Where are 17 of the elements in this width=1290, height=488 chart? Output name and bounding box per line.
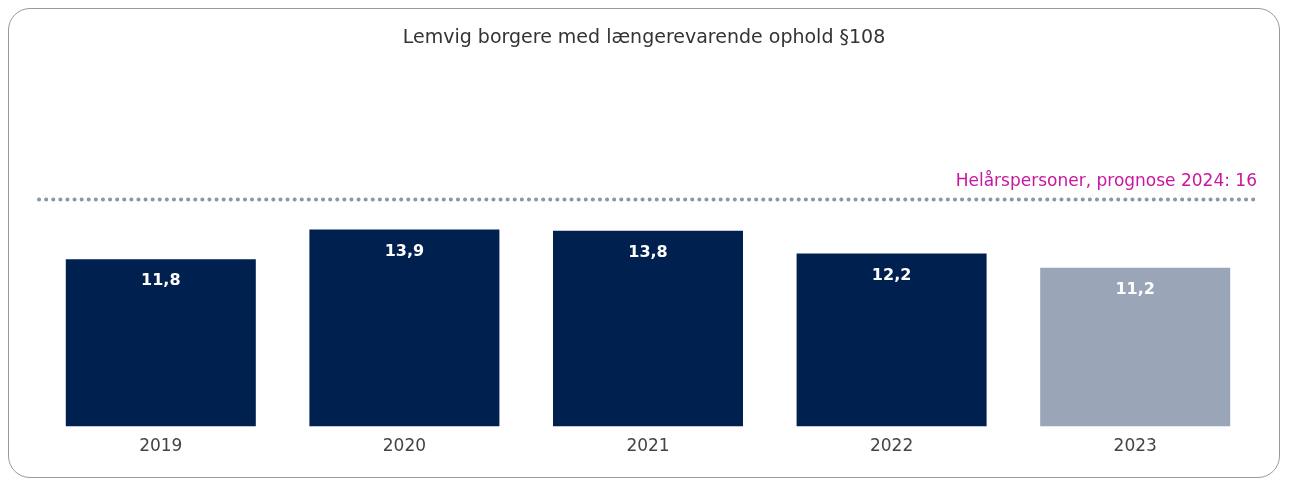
data-label: 11,8 <box>141 270 181 290</box>
ref-line-label: Helårspersoner, prognose 2024: 16 <box>955 169 1257 190</box>
x-tick-label: 2023 <box>1113 435 1157 456</box>
x-tick-label: 2022 <box>869 435 914 456</box>
x-tick-label: 2020 <box>382 435 427 456</box>
bar <box>309 229 500 427</box>
data-label: 11,2 <box>1115 278 1155 298</box>
data-label: 12,2 <box>871 264 912 284</box>
bar <box>65 259 256 427</box>
bar <box>796 253 987 427</box>
bar <box>553 230 743 427</box>
x-tick-label: 2021 <box>626 435 670 456</box>
data-label: 13,9 <box>384 240 425 260</box>
data-label: 13,8 <box>628 241 668 261</box>
chart-title: Lemvig borgere med længerevarende ophold §108 <box>402 25 886 48</box>
bar <box>1040 267 1231 427</box>
x-tick-label: 2019 <box>139 435 183 456</box>
